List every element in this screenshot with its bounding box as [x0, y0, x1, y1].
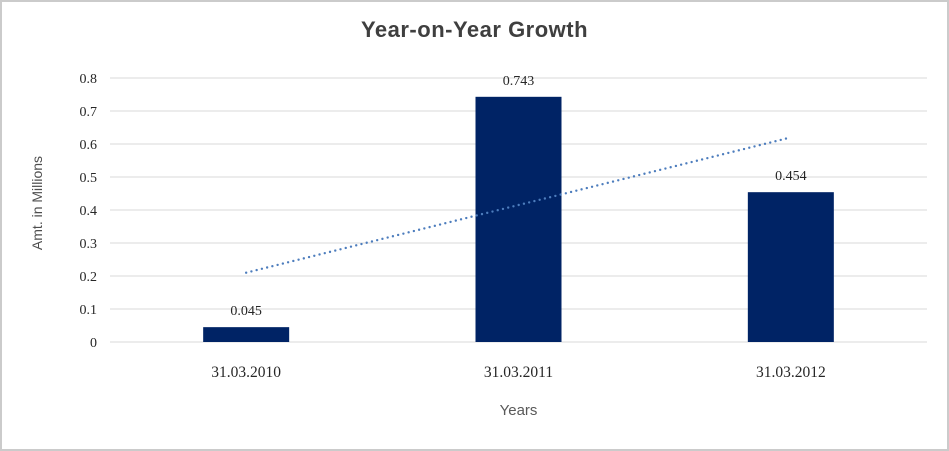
y-tick-label: 0.5 — [80, 171, 98, 186]
y-tick-label: 0.1 — [80, 303, 98, 318]
bar — [475, 96, 562, 342]
y-tick-label: 0.6 — [80, 138, 98, 153]
bar-value-label: 0.743 — [503, 74, 535, 89]
y-tick-label: 0 — [90, 336, 97, 351]
bar — [747, 192, 834, 342]
chart-title: Year-on-Year Growth — [360, 17, 589, 42]
bar-value-label: 0.045 — [230, 304, 262, 319]
y-tick-label: 0.3 — [80, 237, 98, 252]
y-tick-label: 0.8 — [80, 72, 98, 87]
x-category-label: 31.03.2010 — [211, 364, 281, 381]
y-tick-label: 0.7 — [80, 105, 98, 120]
trendline — [244, 136, 793, 274]
y-tick-label: 0.2 — [80, 270, 98, 285]
x-category-label: 31.03.2012 — [756, 364, 826, 381]
x-category-label: 31.03.2011 — [484, 364, 553, 381]
y-tick-label: 0.4 — [80, 204, 98, 219]
x-axis-title: Years — [499, 402, 538, 419]
bar-value-label: 0.454 — [775, 169, 807, 184]
bar — [203, 327, 290, 342]
